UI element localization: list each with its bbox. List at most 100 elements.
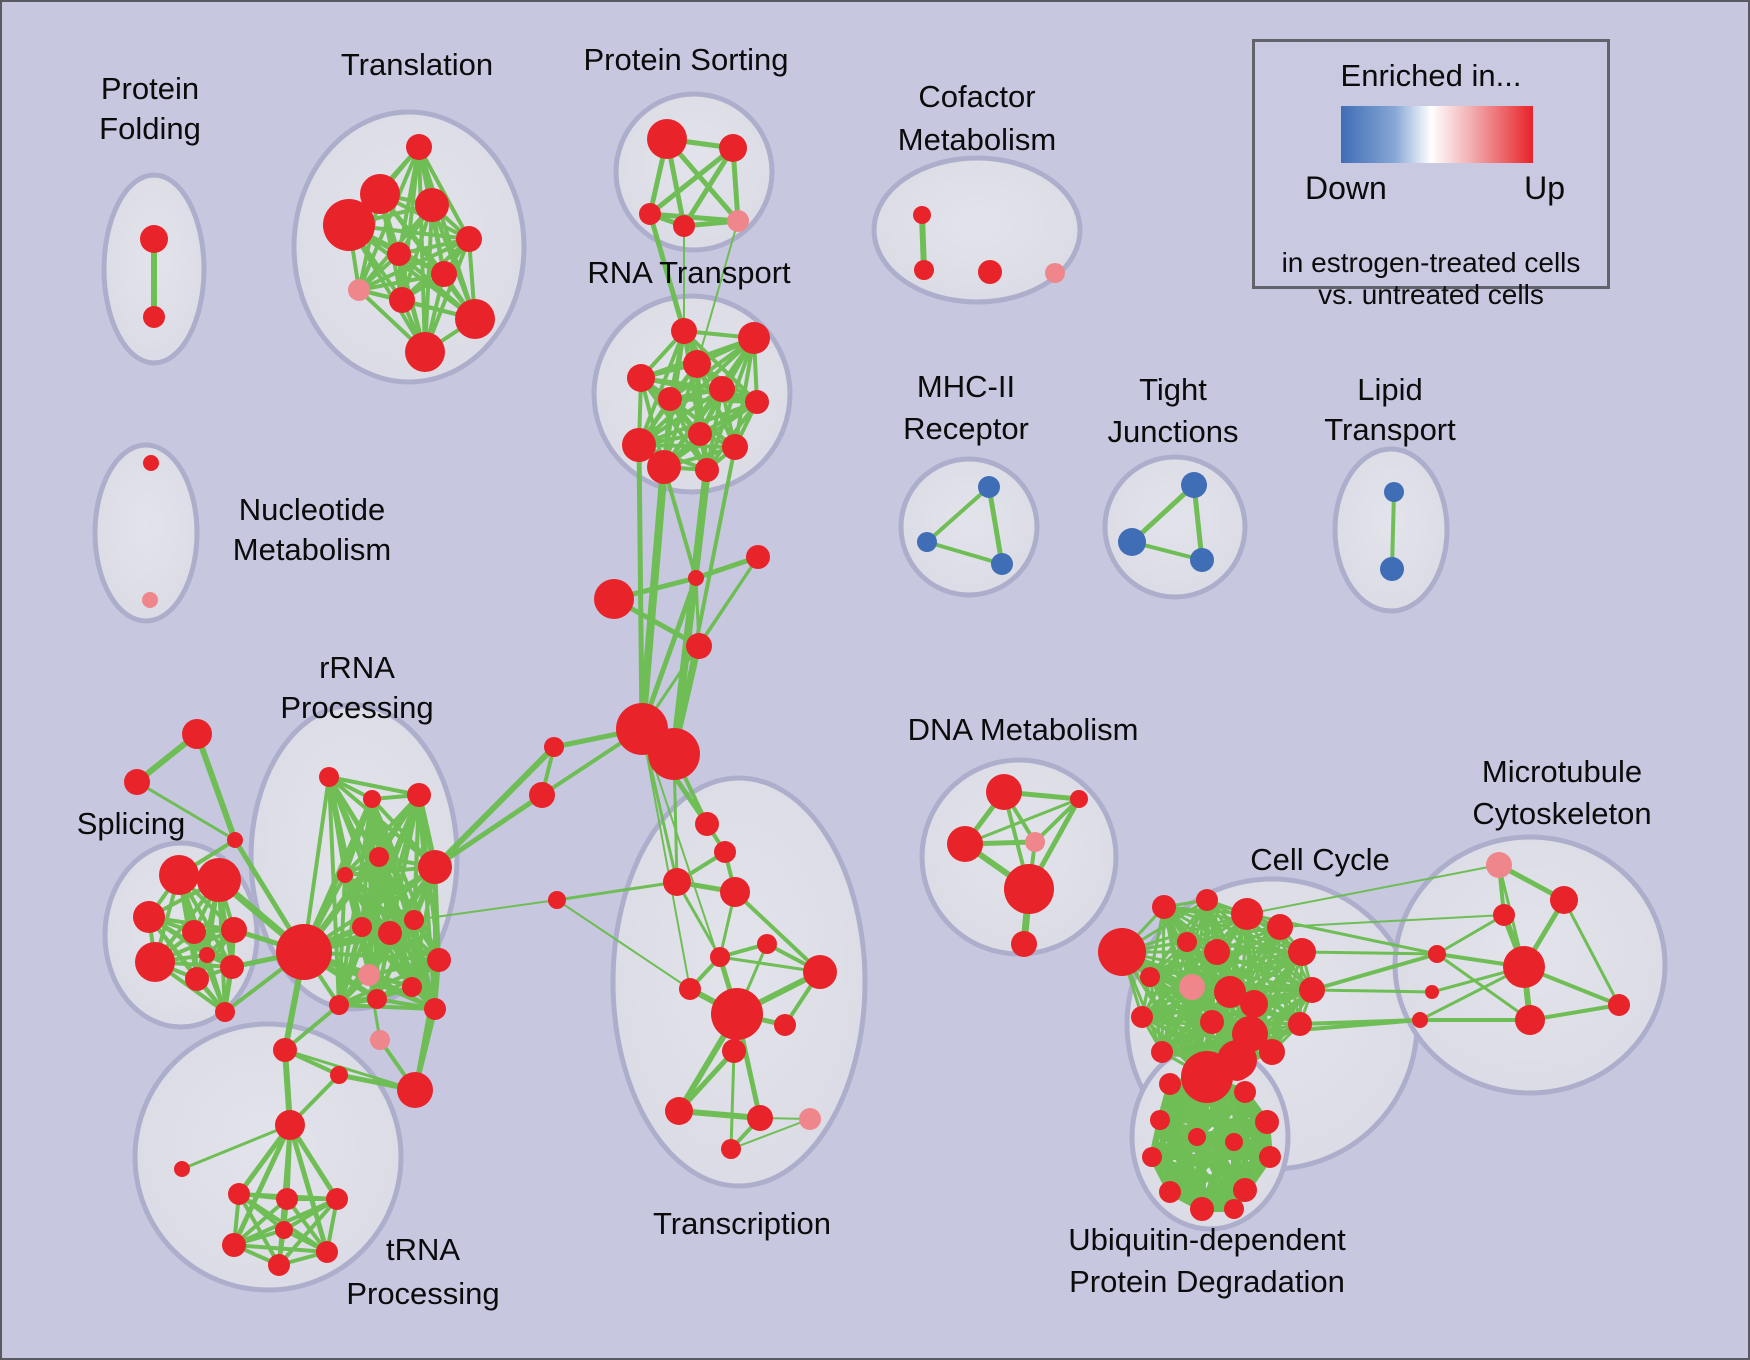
network-node-transcription xyxy=(695,812,719,836)
network-node-ubiquitin xyxy=(1259,1146,1281,1168)
edge-transcription xyxy=(730,1118,811,1150)
network-node-cell_cycle xyxy=(1179,974,1205,1000)
network-node-transcription xyxy=(679,978,701,1000)
edge-transcription xyxy=(729,1049,736,1151)
network-node-transcription xyxy=(722,1039,746,1063)
network-node-dna xyxy=(1025,832,1045,852)
network-node-dna xyxy=(1004,864,1054,914)
network-node-rrna xyxy=(369,847,389,867)
network-node-ubiquitin xyxy=(1150,1110,1170,1130)
network-node-rrna xyxy=(358,964,380,986)
network-node-splicing xyxy=(215,1002,235,1022)
network-node-rna_transport xyxy=(738,322,770,354)
network-node-dna xyxy=(1070,790,1088,808)
network-node-rna_transport xyxy=(695,458,719,482)
edge-link-protein_sorting-rna_transport xyxy=(696,220,739,365)
edge-bridge xyxy=(283,1048,417,1092)
cluster-mhc-label: MHC-II xyxy=(917,369,1015,404)
network-node-dna xyxy=(947,826,983,862)
network-node-bridge xyxy=(370,1030,390,1050)
network-node-translation xyxy=(405,332,445,372)
network-node-rrna xyxy=(319,767,339,787)
network-node-transcription xyxy=(721,1139,741,1159)
edge-link-rna_transport-transcription xyxy=(670,466,711,758)
network-node-ubiquitin xyxy=(1159,1181,1181,1203)
edge-link-cell_cycle-microtubule xyxy=(1300,950,1439,956)
network-node-dna xyxy=(986,774,1022,810)
network-node-translation xyxy=(360,174,400,214)
cluster-tight_junctions-ellipse xyxy=(1102,454,1248,600)
network-node-rrna xyxy=(367,989,387,1009)
edge-link-rrna-transcription xyxy=(432,792,545,870)
network-node-bridge xyxy=(273,1038,297,1062)
edge-mhc xyxy=(925,485,991,544)
network-node-rna_transport xyxy=(722,434,748,460)
edge-cell_cycle xyxy=(1185,940,1304,954)
network-node-splicing xyxy=(221,917,247,943)
edge-cell_cycle xyxy=(1190,925,1282,989)
edge-link-rna_transport-central xyxy=(662,465,698,580)
network-node-cell_cycle xyxy=(1098,928,1146,976)
legend-down-label: Down xyxy=(1305,170,1387,206)
network-node-mhc xyxy=(991,553,1013,575)
network-node-rna_transport xyxy=(627,364,655,392)
edge-microtubule xyxy=(1528,1003,1621,1022)
network-node-rrna xyxy=(337,867,353,883)
network-node-protein_sorting xyxy=(647,119,687,159)
network-node-microtubule xyxy=(1608,994,1630,1016)
network-node-lipid xyxy=(1384,482,1404,502)
network-node-rrna xyxy=(352,917,372,937)
edge-tight_junctions xyxy=(1129,482,1197,545)
network-node-rna_transport xyxy=(622,428,656,462)
network-node-translation xyxy=(406,134,432,160)
network-node-cell_cycle xyxy=(1200,1010,1224,1034)
network-node-cell_cycle xyxy=(1131,1006,1153,1028)
edge-microtubule xyxy=(1562,898,1621,1007)
legend-gradient-bar xyxy=(1341,106,1533,163)
edge-cell_cycle xyxy=(1185,925,1282,944)
cluster-microtubule-label: Cytoskeleton xyxy=(1472,796,1651,831)
edge-rna_transport xyxy=(639,376,709,472)
edge-trna xyxy=(285,1197,329,1254)
edge-link-cell_cycle-microtubule xyxy=(1279,914,1505,928)
network-node-mhc xyxy=(917,532,937,552)
network-node-tight_junctions xyxy=(1181,472,1207,498)
network-node-transcription xyxy=(663,868,691,896)
edge-ubiquitin xyxy=(1194,1134,1237,1212)
edge-trna xyxy=(237,1192,281,1267)
edge-transcription xyxy=(733,890,822,974)
cluster-mhc-ellipse xyxy=(898,456,1040,598)
cluster-lipid-label: Transport xyxy=(1324,412,1456,447)
network-node-ubiquitin xyxy=(1255,1110,1279,1134)
network-node-cell_cycle xyxy=(1288,1012,1312,1036)
cluster-tight_junctions-label: Tight xyxy=(1139,372,1207,407)
edge-mhc xyxy=(986,484,1005,567)
network-node-tight_junctions xyxy=(1118,528,1146,556)
network-node-trna xyxy=(275,1110,305,1140)
cluster-cofactor-label: Metabolism xyxy=(898,122,1057,157)
legend-title: Enriched in... xyxy=(1340,58,1522,93)
edge-cell_cycle xyxy=(1148,975,1239,1062)
network-node-ubiquitin xyxy=(1142,1147,1162,1167)
network-node-bridge xyxy=(397,1072,433,1108)
network-node-trna xyxy=(222,1233,246,1257)
network-node-trna xyxy=(316,1241,338,1263)
network-node-satellite xyxy=(124,769,150,795)
network-node-translation xyxy=(415,188,449,222)
network-node-rrna xyxy=(418,850,452,884)
network-node-satellite xyxy=(182,719,212,749)
edge-satellite xyxy=(194,731,238,843)
cluster-lipid-ellipse xyxy=(1332,446,1450,614)
network-node-cell_cycle xyxy=(1288,938,1316,966)
network-node-cell_cycle xyxy=(1151,1041,1173,1063)
network-node-cell_cycle xyxy=(1177,932,1197,952)
network-node-trna xyxy=(326,1188,348,1210)
network-node-rrna xyxy=(404,910,424,930)
legend-up-label: Up xyxy=(1524,170,1565,206)
network-node-cell_cycle xyxy=(1299,977,1325,1003)
network-node-microtubule xyxy=(1550,886,1578,914)
network-node-transcription xyxy=(548,891,566,909)
edge-link-cell_cycle-microtubule xyxy=(1248,1018,1422,1036)
network-node-microtubule xyxy=(1503,946,1545,988)
